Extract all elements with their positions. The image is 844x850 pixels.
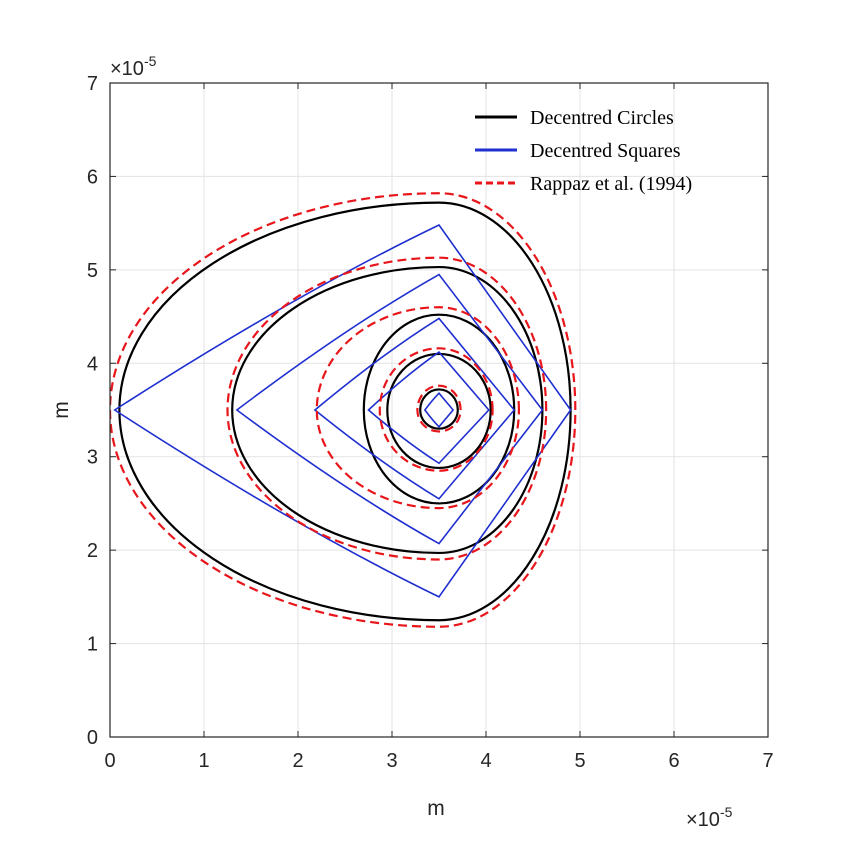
y-tick-label: 3 [87, 447, 98, 469]
x-tick-label: 4 [480, 750, 491, 772]
x-tick-label: 2 [292, 750, 303, 772]
y-tick-label: 5 [87, 260, 98, 282]
y-exponent: ×10-5 [110, 53, 157, 80]
x-tick-label: 5 [574, 750, 585, 772]
rappaz-curve [378, 347, 494, 472]
decentred-square [235, 273, 544, 545]
legend-label: Decentred Circles [530, 107, 674, 129]
x-tick-label: 6 [668, 750, 679, 772]
x-axis-label: m [427, 797, 445, 820]
x-tick-label: 7 [762, 750, 773, 772]
plot-frame [109, 82, 769, 738]
decentred-circle [118, 201, 572, 622]
decentred-square [423, 391, 455, 429]
rappaz-curve [416, 384, 462, 433]
legend-label: Rappaz et al. (1994) [530, 173, 692, 195]
x-tick-label: 3 [386, 750, 397, 772]
y-tick-label: 6 [87, 166, 98, 188]
y-tick-label: 4 [87, 353, 98, 375]
decentred-square [313, 317, 516, 500]
x-tick-label: 0 [104, 750, 115, 772]
x-exponent: ×10-5 [686, 804, 733, 831]
decentred-square [113, 223, 572, 598]
rappaz-curve [110, 192, 577, 628]
rappaz-curve [226, 256, 548, 561]
y-tick-label: 0 [87, 727, 98, 749]
plot-area [110, 83, 768, 737]
decentred-circle [386, 352, 492, 470]
decentred-circle [419, 388, 459, 430]
decentred-square [367, 351, 490, 465]
curves [110, 192, 577, 628]
legend: Decentred Circles Decentred Squares Rappaz… [475, 107, 692, 195]
y-tick-label: 7 [87, 73, 98, 95]
y-axis-label: m [50, 401, 73, 419]
grid [110, 83, 768, 737]
ticks: 0 1 2 3 4 5 6 7 0 1 2 3 4 5 6 7 [87, 73, 774, 772]
y-tick-label: 2 [87, 540, 98, 562]
x-tick-label: 1 [198, 750, 209, 772]
y-tick-label: 1 [87, 634, 98, 656]
legend-label: Decentred Squares [530, 140, 681, 162]
rappaz-curve [315, 306, 521, 510]
decentred-circle [362, 313, 516, 505]
